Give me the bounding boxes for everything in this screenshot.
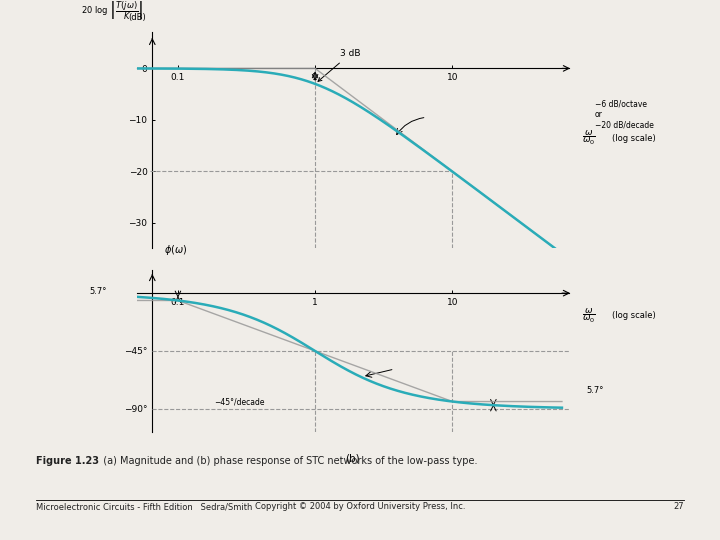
Text: 27: 27 <box>673 502 684 511</box>
Text: −45°/decade: −45°/decade <box>215 397 265 407</box>
Text: $\dfrac{\omega}{\omega_0}$: $\dfrac{\omega}{\omega_0}$ <box>582 306 595 325</box>
Text: 5.7°: 5.7° <box>89 287 107 296</box>
Text: (b): (b) <box>346 453 360 463</box>
Text: (log scale): (log scale) <box>612 134 656 143</box>
Text: −6 dB/octave
or
−20 dB/decade: −6 dB/octave or −20 dB/decade <box>595 99 654 130</box>
Text: 3 dB: 3 dB <box>318 50 360 82</box>
Text: 5.7°: 5.7° <box>586 386 603 395</box>
Text: (a) Magnitude and (b) phase response of STC networks of the low-pass type.: (a) Magnitude and (b) phase response of … <box>97 456 477 467</box>
Text: Copyright © 2004 by Oxford University Press, Inc.: Copyright © 2004 by Oxford University Pr… <box>255 502 465 511</box>
Text: (a): (a) <box>346 270 360 280</box>
Text: (log scale): (log scale) <box>612 311 656 320</box>
Text: $\phi(\omega)$: $\phi(\omega)$ <box>164 243 187 257</box>
Text: $\dfrac{\omega}{\omega_0}$: $\dfrac{\omega}{\omega_0}$ <box>582 129 595 147</box>
Text: 20 log $\left|\dfrac{T(j\omega)}{K}\right|$: 20 log $\left|\dfrac{T(j\omega)}{K}\righ… <box>81 0 143 22</box>
Text: Microelectronic Circuits - Fifth Edition   Sedra/Smith: Microelectronic Circuits - Fifth Edition… <box>36 502 253 511</box>
Text: (dB): (dB) <box>128 12 146 22</box>
Text: Figure 1.23: Figure 1.23 <box>36 456 99 467</box>
